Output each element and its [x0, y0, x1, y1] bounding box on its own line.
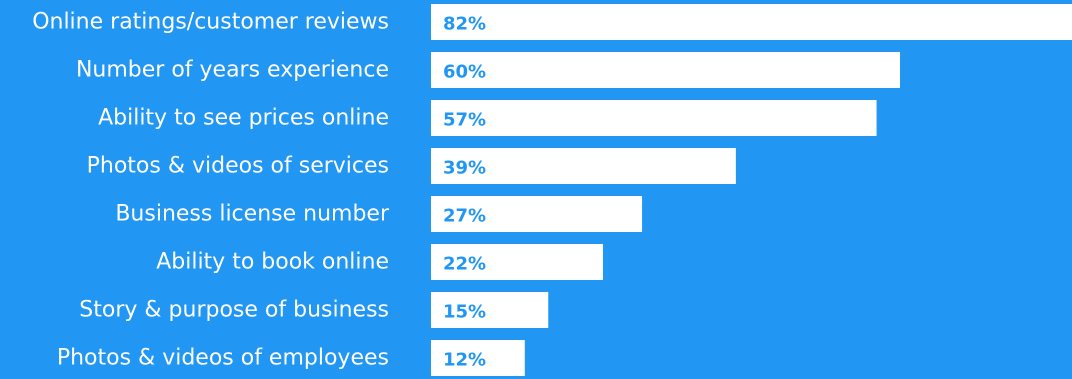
value-label: 60%	[443, 62, 486, 83]
category-label: Online ratings/customer reviews	[32, 10, 389, 35]
bars-group: Online ratings/customer reviews 82% Number…	[32, 4, 1072, 376]
category-label: Photos & videos of services	[87, 154, 389, 179]
bar	[431, 4, 1072, 40]
value-label: 57%	[443, 110, 486, 131]
bar	[431, 100, 877, 136]
bar	[431, 148, 736, 184]
value-label: 15%	[443, 302, 486, 323]
category-label: Ability to book online	[156, 250, 389, 275]
value-label: 82%	[443, 14, 486, 35]
category-label: Business license number	[115, 202, 390, 227]
value-label: 27%	[443, 206, 486, 227]
bar	[431, 340, 525, 376]
bar	[431, 292, 549, 328]
category-label: Number of years experience	[76, 58, 389, 83]
value-label: 12%	[443, 350, 486, 371]
bar	[431, 244, 603, 280]
category-label: Story & purpose of business	[79, 298, 389, 323]
bar	[431, 52, 901, 88]
value-label: 22%	[443, 254, 486, 275]
bar	[431, 196, 643, 232]
value-label: 39%	[443, 158, 486, 179]
category-label: Photos & videos of employees	[57, 346, 389, 371]
category-label: Ability to see prices online	[98, 106, 389, 131]
